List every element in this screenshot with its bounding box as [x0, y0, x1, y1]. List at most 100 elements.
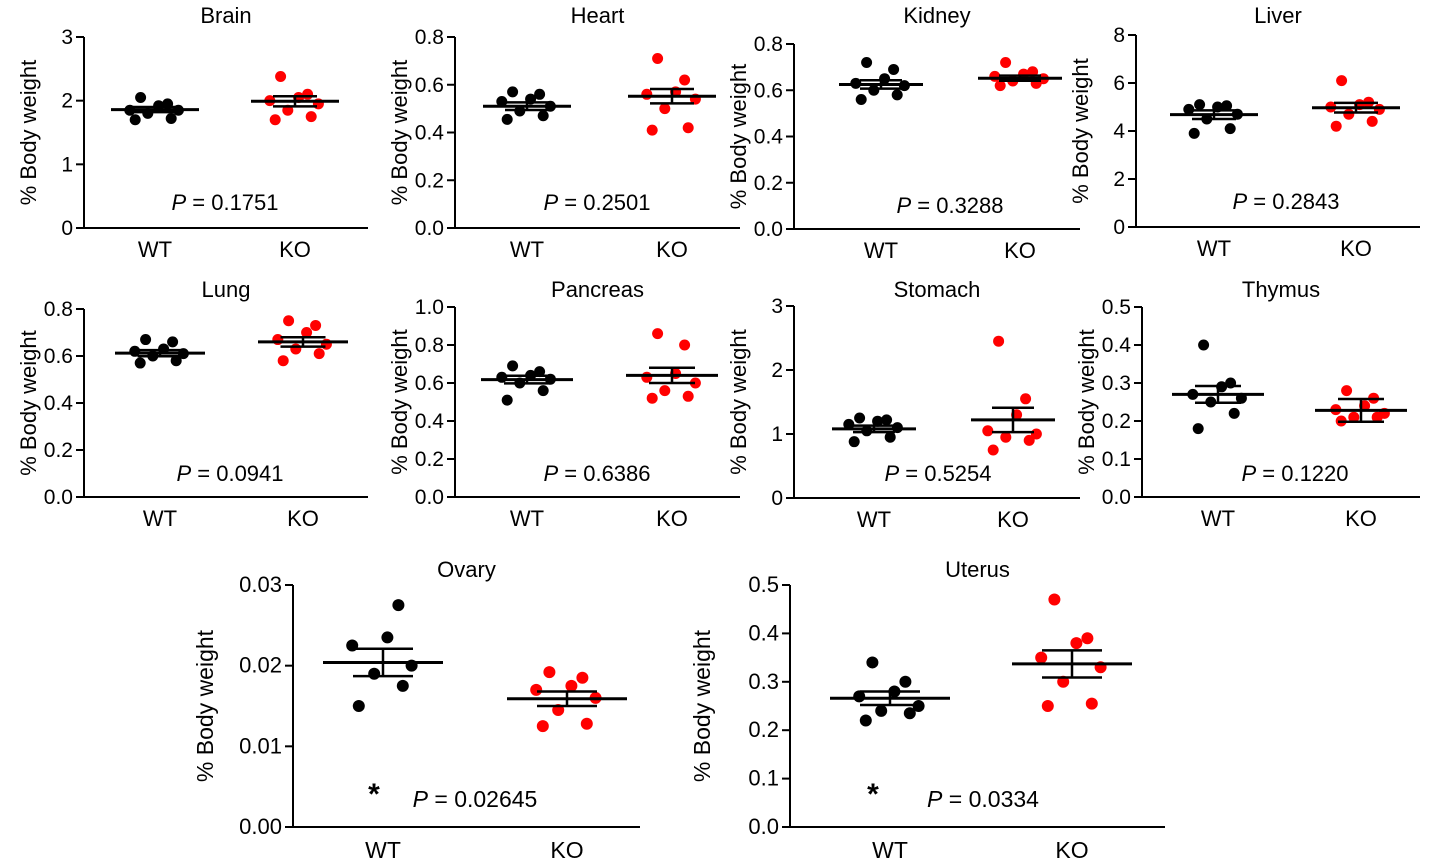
- uterus-point-ko: [1070, 637, 1083, 650]
- thymus-y-tick-label: 0.2: [1102, 410, 1131, 433]
- ovary-point-ko: [565, 679, 578, 692]
- brain-point-wt: [135, 91, 147, 103]
- stomach-point-ko: [993, 335, 1005, 347]
- pancreas-x-label-ko: KO: [656, 506, 688, 531]
- uterus-point-ko: [1041, 700, 1054, 712]
- brain-point-ko: [305, 111, 317, 123]
- liver-point-ko: [1330, 120, 1342, 132]
- heart-panel: Heart 0.0 0.2 0.4 0.6 0.8% Body weight WT KOP =…: [387, 3, 740, 262]
- pancreas-point-wt: [496, 371, 508, 383]
- lung-point-ko: [310, 319, 322, 331]
- pancreas-point-wt: [537, 385, 549, 397]
- stomach-y-tick-label: 0: [771, 487, 783, 510]
- kidney-point-wt: [855, 94, 867, 105]
- lung-point-ko: [301, 327, 313, 338]
- brain-y-tick-label: 0: [61, 217, 73, 240]
- ovary-p-value: P = 0.02645: [413, 786, 538, 812]
- pancreas-y-tick-label: 0.8: [415, 334, 444, 357]
- liver-y-tick-label: 0: [1113, 216, 1125, 239]
- uterus-y-tick-label: 0.5: [748, 572, 779, 597]
- kidney-point-wt: [888, 63, 900, 75]
- stomach-y-tick-label: 1: [771, 423, 783, 446]
- heart-point-ko: [679, 74, 691, 86]
- ovary-point-ko: [543, 666, 556, 679]
- ovary-point-ko: [576, 671, 589, 684]
- pancreas-point-ko: [641, 371, 653, 383]
- ovary-point-wt: [396, 679, 409, 692]
- brain-title: Brain: [200, 3, 251, 28]
- thymus-point-ko: [1348, 411, 1360, 423]
- lung-x-label-wt: WT: [143, 506, 177, 531]
- heart-y-tick-label: 0.2: [415, 169, 444, 192]
- liver-point-ko: [1343, 108, 1355, 120]
- uterus-point-ko: [1057, 675, 1070, 688]
- uterus-point-ko: [1035, 651, 1048, 664]
- liver-point-ko: [1366, 115, 1378, 127]
- thymus-point-wt: [1198, 339, 1210, 351]
- uterus-y-tick-label: 0.1: [748, 766, 779, 791]
- thymus-point-wt: [1192, 423, 1204, 435]
- kidney-point-wt: [868, 84, 880, 96]
- liver-x-label-wt: WT: [1197, 236, 1231, 261]
- brain-point-wt: [129, 114, 141, 126]
- thymus-y-label: % Body weight: [1074, 329, 1099, 475]
- pancreas-point-ko: [646, 392, 658, 404]
- heart-y-tick-label: 0.8: [415, 26, 444, 49]
- ovary-y-tick-label: 0.00: [239, 814, 282, 839]
- lung-point-wt: [167, 336, 179, 348]
- liver-panel: Liver 0 2 4 6 8 % Body weight WT KOP = 0.2843: [1068, 3, 1420, 261]
- ovary-point-wt: [381, 631, 394, 644]
- kidney-point-ko: [994, 80, 1006, 92]
- brain-y-tick-label: 3: [61, 26, 73, 49]
- lung-y-tick-label: 0.2: [44, 439, 73, 462]
- kidney-y-tick-label: 0.0: [754, 218, 783, 241]
- stomach-point-ko: [1020, 393, 1032, 405]
- lung-point-ko: [277, 355, 289, 367]
- ovary-point-ko: [580, 717, 593, 730]
- pancreas-point-ko: [652, 328, 664, 340]
- ovary-point-wt: [352, 700, 365, 712]
- stomach-title: Stomach: [894, 277, 981, 302]
- liver-y-tick-label: 8: [1113, 24, 1125, 47]
- brain-x-label-wt: WT: [138, 237, 172, 262]
- thymus-p-value: P = 0.1220: [1241, 461, 1348, 486]
- lung-x-label-ko: KO: [287, 506, 319, 531]
- kidney-point-ko: [989, 70, 1001, 82]
- kidney-y-tick-label: 0.8: [754, 33, 783, 56]
- heart-point-ko: [641, 88, 653, 100]
- pancreas-y-tick-label: 0.2: [415, 448, 444, 471]
- ovary-point-wt: [368, 667, 381, 680]
- uterus-point-wt: [866, 656, 879, 669]
- pancreas-point-ko: [679, 339, 691, 351]
- lung-point-ko: [283, 315, 295, 327]
- heart-point-ko: [682, 122, 694, 134]
- brain-y-tick-label: 1: [61, 153, 73, 176]
- uterus-point-wt: [899, 675, 912, 688]
- stomach-point-ko: [1000, 431, 1012, 443]
- brain-point-ko: [275, 70, 287, 82]
- kidney-x-label-ko: KO: [1004, 238, 1036, 263]
- brain-point-ko: [302, 88, 314, 100]
- pancreas-x-label-wt: WT: [510, 506, 544, 531]
- lung-panel: Lung 0.0 0.2 0.4 0.6 0.8% Body weight WT KOP = …: [16, 277, 368, 531]
- lung-y-tick-label: 0.0: [44, 486, 73, 509]
- liver-x-label-ko: KO: [1340, 236, 1372, 261]
- stomach-point-wt: [843, 418, 855, 430]
- liver-point-wt: [1183, 103, 1195, 115]
- liver-point-wt: [1188, 127, 1200, 139]
- thymus-y-tick-label: 0.4: [1102, 334, 1132, 357]
- liver-point-wt: [1221, 100, 1233, 112]
- stomach-point-wt: [848, 436, 860, 448]
- thymus-y-tick-label: 0.3: [1102, 372, 1131, 395]
- lung-point-wt: [170, 355, 182, 367]
- pancreas-point-ko: [682, 390, 694, 402]
- heart-x-label-wt: WT: [510, 237, 544, 262]
- uterus-x-label-ko: KO: [1055, 837, 1088, 861]
- liver-point-wt: [1194, 99, 1206, 111]
- stomach-point-ko: [982, 425, 994, 437]
- kidney-y-tick-label: 0.4: [754, 126, 784, 149]
- uterus-point-ko: [1085, 697, 1098, 710]
- brain-y-label: % Body weight: [16, 60, 41, 206]
- ovary-y-tick-label: 0.01: [239, 733, 282, 758]
- uterus-y-tick-label: 0.3: [748, 669, 779, 694]
